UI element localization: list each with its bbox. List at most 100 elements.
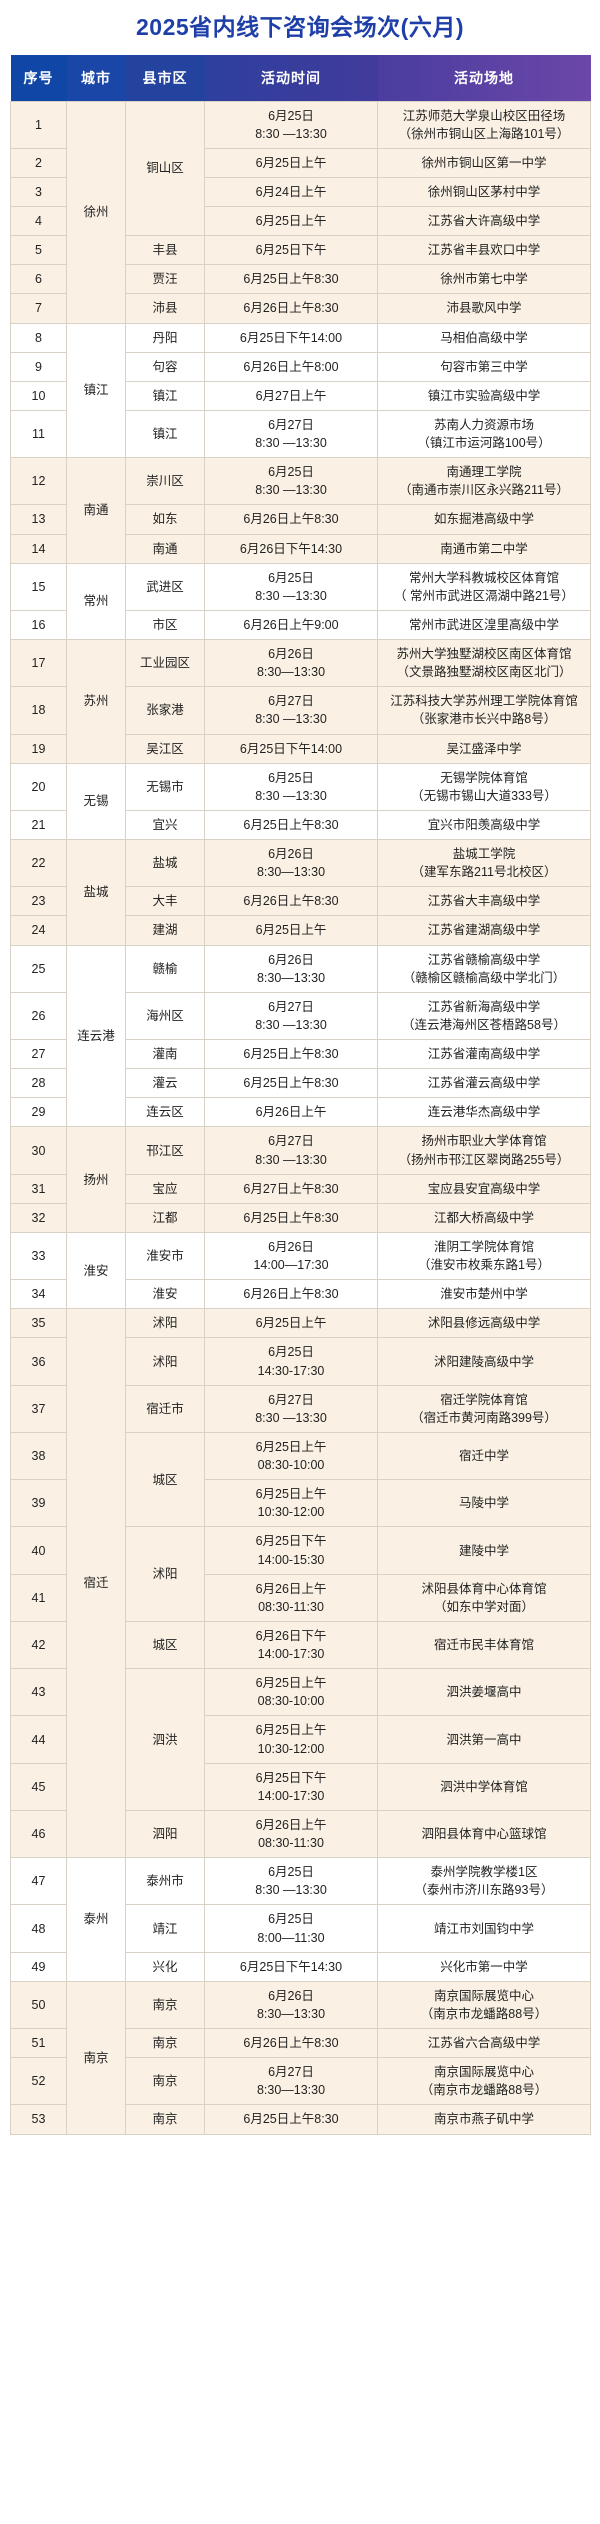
table-row: 12 南通 崇川区 6月25日 8:30 —13:30 南通理工学院 （南通市崇川区永兴路2… [10, 457, 591, 564]
cell-city: 宿迁 [66, 1308, 126, 1859]
table-row: 20 无锡 无锡市 6月25日 8:30 —13:30 无锡学院体育馆 （无锡市锡山大道33… [10, 762, 591, 841]
cell-index: 17 [10, 639, 67, 688]
cell-district: 丰县 [125, 235, 205, 266]
cell-line: 6月25日 [268, 108, 314, 123]
cell-line: （南京市龙蟠路88号） [420, 2006, 548, 2021]
table-row: 42 城区 6月26日下午 14:00-17:30 宿迁市民丰体育馆 [10, 1620, 591, 1670]
cell-city: 常州 [66, 562, 126, 641]
cell-line: 8:30 —13:30 [255, 436, 327, 451]
cell-line: 镇江市实验高级中学 [427, 388, 541, 403]
cell-line: 8:30 —13:30 [255, 126, 327, 141]
cell-line: 6月26日 [268, 1239, 314, 1254]
cell-index: 20 [10, 762, 67, 811]
cell-venue: 马陵中学 [377, 1479, 591, 1528]
cell-line: （泰州市济川东路93号） [414, 1883, 554, 1898]
cell-district: 镇江 [125, 409, 205, 459]
table-row: 23 大丰 6月26日上午8:30 江苏省大丰高级中学 [10, 886, 591, 917]
cell-time: 6月26日上午9:00 [204, 609, 378, 641]
cell-district: 淮安市 [125, 1231, 205, 1281]
cell-line: 14:00-15:30 [257, 1552, 325, 1567]
cell-city: 南京 [66, 1980, 126, 2135]
cell-index: 53 [10, 2104, 67, 2135]
cell-line: 8:30—13:30 [256, 2006, 326, 2021]
cell-time: 6月26日上午 08:30-11:30 [204, 1573, 378, 1622]
cell-time: 6月26日上午8:30 [204, 504, 378, 535]
table-body: 1 徐州 铜山区 6月25日 8:30 —13:30 江苏师范大学泉山校区田径场 （徐州市铜… [10, 100, 591, 2135]
cell-venue: 句容市第三中学 [377, 351, 591, 382]
cell-district: 泗洪 [125, 1668, 205, 1811]
cell-district: 江都 [125, 1202, 205, 1233]
cell-district: 灌云 [125, 1068, 205, 1099]
cell-line: 沛县歌风中学 [446, 301, 522, 316]
table-row: 21 宜兴 6月25日上午8:30 宜兴市阳羡高级中学 [10, 809, 591, 841]
cell-index: 31 [10, 1173, 67, 1204]
cell-venue: 宿迁中学 [377, 1431, 591, 1481]
cell-district: 盐城 [125, 839, 205, 888]
cell-line: 8:30 —13:30 [255, 788, 327, 803]
cell-line: 8:30—13:30 [256, 2083, 326, 2098]
cell-time: 6月25日 8:30 —13:30 [204, 1857, 378, 1906]
cell-time: 6月26日上午8:30 [204, 1279, 378, 1310]
cell-district: 城区 [125, 1431, 205, 1528]
cell-venue: 江苏省灌云高级中学 [377, 1068, 591, 1099]
table-row: 43 泗洪 6月25日上午 08:30-10:00 泗洪姜堰高中 [10, 1668, 591, 1811]
cell-time: 6月24日上午 [204, 176, 378, 208]
cell-venue: 淮安市楚州中学 [377, 1279, 591, 1310]
cell-line: 江苏省赣榆高级中学 [427, 952, 541, 967]
cell-line: 南京国际展览中心 [433, 1988, 534, 2003]
cell-line: 6月25日 [268, 770, 314, 785]
cell-time: 6月25日上午8:30 [204, 1068, 378, 1099]
cell-city: 泰州 [66, 1857, 126, 1982]
cell-venue: 江苏省六合高级中学 [377, 2028, 591, 2059]
cell-line: 6月26日 [268, 952, 314, 967]
cell-time: 6月25日上午 10:30-12:00 [204, 1479, 378, 1528]
cell-line: 14:30-17:30 [257, 1363, 325, 1378]
cell-venue: 如东掘港高级中学 [377, 504, 591, 535]
cell-index: 21 [10, 809, 67, 841]
cell-line: 6月25日下午14:30 [239, 1959, 343, 1974]
cell-venue: 徐州市第七中学 [377, 264, 591, 295]
table-row: 26 海州区 6月27日 8:30 —13:30 江苏省新海高级中学 （连云港海州区苍梧路… [10, 991, 591, 1041]
cell-time: 6月26日 8:30—13:30 [204, 639, 378, 688]
cell-line: 6月25日上午 [255, 214, 327, 229]
cell-line: 6月25日下午 [255, 243, 327, 258]
cell-index: 45 [10, 1762, 67, 1811]
cell-index: 50 [10, 1980, 67, 2030]
cell-index: 13 [10, 504, 67, 535]
cell-city: 徐州 [66, 100, 126, 324]
cell-district: 镇江 [125, 380, 205, 411]
cell-line: 沭阳县体育中心体育馆 [421, 1581, 547, 1596]
cell-district: 南京 [125, 2104, 205, 2135]
cell-index: 36 [10, 1337, 67, 1386]
cell-index: 8 [10, 322, 67, 353]
cell-line: 6月26日上午8:30 [243, 2036, 339, 2051]
cell-index: 12 [10, 457, 67, 506]
cell-line: 6月27日上午8:30 [243, 1181, 339, 1196]
cell-time: 6月25日下午 [204, 235, 378, 266]
cell-index: 32 [10, 1202, 67, 1233]
cell-time: 6月25日上午 08:30-10:00 [204, 1668, 378, 1717]
cell-venue: 宜兴市阳羡高级中学 [377, 809, 591, 841]
cell-time: 6月25日下午14:00 [204, 322, 378, 353]
table-row: 40 沭阳 6月25日下午 14:00-15:30 建陵中学 [10, 1526, 591, 1622]
cell-district: 南京 [125, 2028, 205, 2059]
cell-line: 6月25日 [268, 1865, 314, 1880]
cell-city: 苏州 [66, 639, 126, 764]
cell-line: 泗洪中学体育馆 [440, 1779, 528, 1794]
cell-line: 6月24日上午 [255, 184, 327, 199]
table-row: 28 灌云 6月25日上午8:30 江苏省灌云高级中学 [10, 1068, 591, 1099]
table-row: 51 南京 6月26日上午8:30 江苏省六合高级中学 [10, 2028, 591, 2059]
cell-line: 6月26日下午14:30 [239, 541, 343, 556]
cell-time: 6月25日上午8:30 [204, 2104, 378, 2135]
cell-time: 6月26日下午 14:00-17:30 [204, 1620, 378, 1670]
cell-venue: 常州大学科教城校区体育馆 （ 常州市武进区滆湖中路21号） [377, 562, 591, 611]
cell-index: 42 [10, 1620, 67, 1670]
cell-district: 大丰 [125, 886, 205, 917]
cell-district: 吴江区 [125, 733, 205, 764]
cell-line: 泰州学院教学楼1区 [430, 1865, 538, 1880]
cell-line: 6月26日上午8:00 [243, 359, 339, 374]
cell-time: 6月26日 8:30—13:30 [204, 1980, 378, 2030]
cell-line: （赣榆区赣榆高级中学北门） [402, 970, 566, 985]
cell-line: 8:30—13:30 [256, 970, 326, 985]
cell-venue: 镇江市实验高级中学 [377, 380, 591, 411]
